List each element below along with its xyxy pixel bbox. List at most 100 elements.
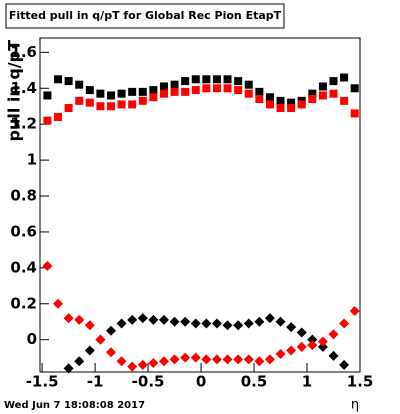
marker — [54, 75, 63, 84]
marker — [276, 96, 285, 105]
marker — [95, 334, 106, 345]
marker — [128, 87, 137, 96]
marker — [318, 91, 327, 100]
x-tick-label: 0 — [196, 373, 206, 391]
marker — [159, 82, 168, 91]
marker — [243, 318, 254, 329]
marker — [265, 100, 274, 109]
marker — [106, 91, 115, 100]
marker — [317, 336, 328, 347]
marker — [255, 95, 264, 104]
marker — [350, 84, 359, 93]
marker — [63, 313, 74, 324]
marker — [308, 95, 317, 104]
marker — [180, 316, 191, 327]
marker — [234, 86, 243, 95]
marker — [85, 98, 94, 107]
marker — [349, 305, 360, 316]
x-tick-label: 0.5 — [241, 373, 268, 391]
marker — [158, 356, 169, 367]
marker — [170, 87, 179, 96]
marker — [329, 77, 338, 86]
marker — [158, 314, 169, 325]
marker — [211, 354, 222, 365]
marker — [117, 89, 126, 98]
frame — [39, 37, 361, 373]
marker — [74, 356, 85, 367]
marker — [243, 354, 254, 365]
y-tick-label: 1.2 — [10, 115, 37, 133]
marker — [64, 77, 73, 86]
marker — [169, 354, 180, 365]
marker — [191, 75, 200, 84]
marker — [211, 318, 222, 329]
marker — [276, 104, 285, 113]
marker — [190, 318, 201, 329]
marker — [116, 318, 127, 329]
y-tick-label: 0.8 — [10, 187, 37, 205]
marker — [328, 350, 339, 361]
marker — [181, 87, 190, 96]
marker — [63, 363, 74, 374]
marker — [53, 298, 64, 309]
marker — [106, 102, 115, 111]
marker — [329, 89, 338, 98]
marker — [202, 75, 211, 84]
marker — [297, 100, 306, 109]
y-tick-label: 0 — [27, 330, 37, 348]
marker — [74, 314, 85, 325]
marker — [116, 356, 127, 367]
marker — [286, 345, 297, 356]
marker — [54, 113, 63, 122]
marker — [264, 313, 275, 324]
marker — [202, 84, 211, 93]
marker — [265, 93, 274, 102]
x-tick-label: 1 — [302, 373, 312, 391]
marker — [42, 261, 53, 272]
marker — [244, 89, 253, 98]
marker — [201, 354, 212, 365]
marker — [223, 84, 232, 93]
marker — [138, 87, 147, 96]
marker — [159, 89, 168, 98]
marker — [318, 82, 327, 91]
marker — [201, 318, 212, 329]
marker — [148, 358, 159, 369]
marker — [244, 80, 253, 89]
marker — [339, 318, 350, 329]
marker — [181, 77, 190, 86]
y-tick-label: 0.6 — [10, 222, 37, 240]
marker — [137, 313, 148, 324]
marker — [287, 98, 296, 107]
y-tick-label: 0.4 — [10, 258, 37, 276]
marker — [233, 320, 244, 331]
marker — [148, 314, 159, 325]
marker — [127, 361, 138, 372]
marker — [85, 86, 94, 95]
marker — [212, 84, 221, 93]
marker — [307, 340, 318, 351]
marker — [191, 86, 200, 95]
marker — [233, 354, 244, 365]
marker — [96, 102, 105, 111]
marker — [138, 96, 147, 105]
marker — [275, 316, 286, 327]
marker — [84, 320, 95, 331]
marker — [149, 93, 158, 102]
marker — [286, 322, 297, 333]
marker — [84, 345, 95, 356]
marker — [350, 109, 359, 118]
marker — [222, 320, 233, 331]
title-box — [5, 3, 285, 29]
marker — [190, 352, 201, 363]
marker — [137, 359, 148, 370]
marker — [340, 96, 349, 105]
x-axis-label: η — [351, 398, 359, 413]
chart-title: Fitted pull in q/pT for Global Rec Pion … — [9, 9, 282, 22]
marker — [254, 316, 265, 327]
y-tick-label: 0.2 — [10, 294, 37, 312]
marker — [222, 354, 233, 365]
marker — [105, 347, 116, 358]
marker — [254, 356, 265, 367]
